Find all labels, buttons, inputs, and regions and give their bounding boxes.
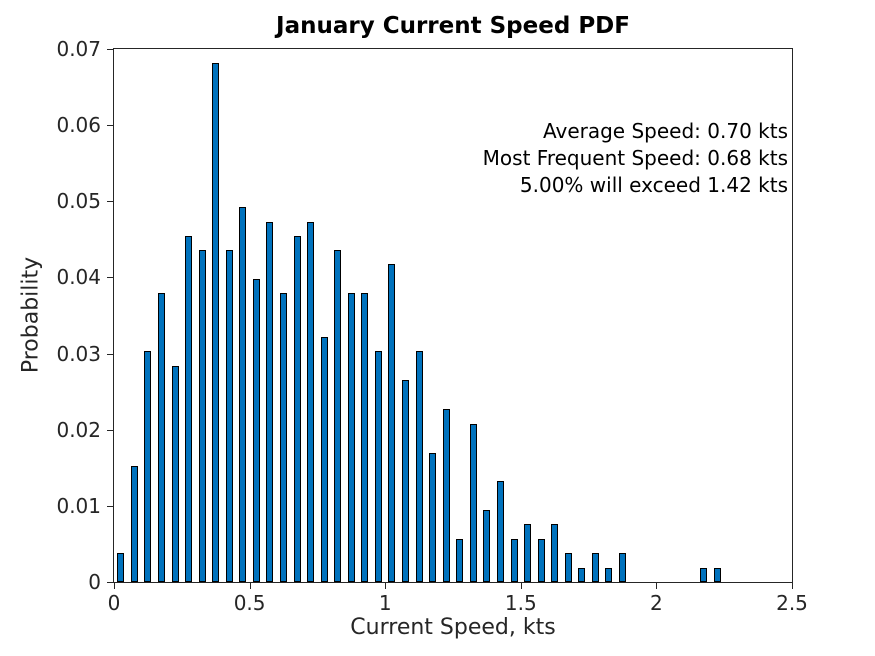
histogram-bar: [524, 524, 532, 582]
x-tick-label: 0.5: [233, 591, 266, 615]
histogram-bar: [280, 293, 287, 582]
histogram-bar: [293, 235, 301, 582]
y-tick-mark: [107, 505, 114, 507]
histogram-bar: [239, 207, 247, 582]
x-axis-label: Current Speed, kts: [350, 615, 556, 640]
histogram-bar: [456, 538, 464, 582]
histogram-bar: [564, 553, 572, 582]
histogram-bar: [700, 567, 708, 582]
y-tick-label: 0: [88, 570, 101, 594]
histogram-bar: [320, 336, 328, 582]
y-tick-mark: [107, 277, 114, 279]
y-tick-mark: [107, 49, 114, 50]
x-tick-mark: [249, 582, 251, 589]
y-tick-label: 0.01: [56, 493, 101, 518]
histogram-bar: [496, 480, 504, 582]
histogram-bar: [402, 380, 410, 582]
histogram-bar: [252, 278, 260, 582]
histogram-bar: [469, 423, 477, 582]
x-tick-mark: [114, 582, 115, 589]
histogram-bar: [510, 538, 518, 582]
x-tick-mark: [656, 582, 658, 589]
histogram-bar: [361, 293, 369, 582]
histogram-bar: [713, 567, 721, 582]
histogram-bar: [117, 553, 125, 582]
histogram-bar: [130, 466, 138, 582]
histogram-bar: [483, 509, 491, 582]
histogram-bar: [157, 293, 165, 582]
histogram-bar: [212, 62, 220, 582]
histogram-bar: [171, 365, 179, 582]
histogram-bar: [185, 235, 193, 582]
x-tick-label: 1: [378, 591, 392, 615]
y-tick-mark: [107, 353, 114, 355]
y-tick-label: 0.05: [56, 189, 101, 214]
y-tick-label: 0.02: [56, 417, 101, 442]
x-tick-label: 2: [650, 591, 663, 615]
y-tick-label: 0.07: [56, 37, 101, 61]
histogram-bar: [619, 553, 626, 582]
histogram-bar: [374, 351, 382, 582]
histogram-bar: [415, 351, 423, 582]
histogram-bar: [551, 524, 559, 582]
annotation-line: Most Frequent Speed: 0.68 kts: [482, 146, 788, 170]
histogram-bar: [388, 264, 396, 582]
histogram-bar: [144, 351, 152, 582]
y-tick-mark: [107, 125, 114, 127]
histogram-bar: [605, 567, 613, 582]
histogram-bar: [347, 293, 355, 582]
histogram-bar: [334, 250, 342, 582]
annotation-block: Average Speed: 0.70 kts Most Frequent Spe…: [483, 118, 788, 199]
x-tick-label: 2.5: [776, 591, 808, 615]
y-tick-mark: [107, 201, 114, 203]
y-tick-label: 0.03: [56, 341, 101, 366]
histogram-bar: [225, 250, 233, 582]
histogram-bar: [578, 567, 586, 582]
histogram-bar: [429, 452, 437, 582]
histogram-bar: [307, 221, 315, 582]
histogram-bar: [591, 553, 599, 582]
x-tick-mark: [792, 582, 793, 589]
plot-area: [107, 48, 793, 589]
annotation-line: Average Speed: 0.70 kts: [542, 119, 788, 143]
histogram-bar: [266, 221, 274, 582]
y-tick-label: 0.04: [56, 265, 101, 290]
y-tick-label: 0.06: [56, 113, 101, 138]
annotation-line: 5.00% will exceed 1.42 kts: [519, 173, 788, 197]
x-tick-mark: [520, 582, 522, 589]
histogram-bar: [198, 250, 206, 582]
y-tick-mark: [107, 429, 114, 431]
histogram-bar: [537, 538, 545, 582]
x-tick-label: 1.5: [504, 591, 537, 615]
y-tick-mark: [107, 582, 114, 583]
histogram-bar: [442, 409, 450, 582]
chart-title: January Current Speed PDF: [276, 13, 630, 39]
x-tick-label: 0: [107, 591, 121, 615]
x-tick-mark: [385, 582, 387, 589]
